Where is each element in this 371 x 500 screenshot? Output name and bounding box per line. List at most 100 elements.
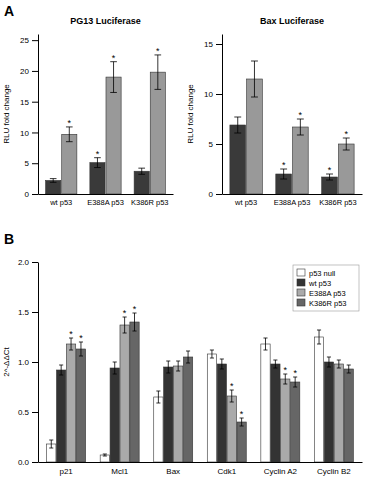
y-tick-label: 1.0	[18, 358, 30, 367]
y-tick-label: 15	[204, 40, 213, 49]
error-bar	[210, 350, 214, 358]
y-tick-label: 0.0	[18, 458, 30, 467]
x-axis-line	[39, 194, 174, 195]
bar	[150, 72, 165, 194]
y-tick-label: 0.5	[18, 408, 30, 417]
chart-panel: 0.00.51.01.52.0p21Mcl1BaxCdk1Cyclin A2Cy…	[2, 231, 363, 476]
y-axis-line	[222, 35, 223, 195]
significance-star: *	[240, 409, 244, 419]
error-bar	[327, 357, 331, 367]
y-tick: 0.5	[18, 408, 38, 417]
bar-series	[247, 61, 355, 194]
y-tick-mark	[32, 163, 38, 164]
x-axis-line	[39, 462, 363, 463]
chart-title: PG13 Luciferase	[70, 16, 141, 26]
y-tick-mark	[32, 312, 38, 313]
plot-area	[46, 55, 166, 194]
y-tick-label: 2.0	[18, 258, 30, 267]
y-axis: 0510152025	[20, 35, 38, 200]
x-tick-label: Cyclin B2	[317, 467, 351, 476]
y-tick-mark	[32, 362, 38, 363]
error-bar	[280, 169, 287, 179]
bar	[271, 364, 280, 462]
legend: p53 nullwt p53E388A p53K386R p53	[293, 265, 359, 311]
error-bar	[283, 374, 287, 384]
y-tick-label: 0	[209, 190, 214, 199]
error-bar	[240, 418, 244, 426]
error-bar	[123, 317, 127, 333]
y-tick: 20	[20, 67, 38, 76]
significance-marks: ****	[282, 110, 349, 175]
x-tick-label: wt p53	[49, 198, 72, 207]
significance-star: *	[133, 304, 137, 314]
error-bar	[347, 365, 351, 373]
significance-star: *	[68, 118, 72, 128]
y-tick-label: 10	[204, 90, 213, 99]
y-axis: 0 5 10 15	[204, 35, 222, 200]
y-tick: 5	[25, 159, 38, 168]
error-bar	[263, 338, 267, 350]
error-bar	[69, 338, 73, 350]
y-axis-title: 2^-ΔΔCt	[2, 346, 11, 376]
y-tick: 0	[209, 190, 222, 199]
x-tick: Cyclin B2	[317, 467, 351, 476]
error-bar	[273, 360, 277, 368]
error-bar	[220, 359, 224, 369]
bar	[230, 125, 246, 194]
x-tick: K386R p53	[131, 198, 169, 207]
legend-label: p53 null	[309, 269, 336, 278]
error-bar	[166, 361, 170, 373]
error-bar	[79, 342, 83, 356]
error-bar	[343, 138, 350, 150]
x-tick-label: wt p53	[234, 198, 257, 207]
x-tick-label: K386R p53	[319, 198, 357, 207]
bar	[110, 368, 119, 462]
legend-entry: wt p53	[297, 279, 331, 288]
x-tick: Cdk1	[217, 467, 236, 476]
significance-marks: ****	[68, 46, 161, 159]
y-tick-label: 25	[20, 36, 29, 45]
x-tick: Mcl1	[111, 467, 128, 476]
bar	[207, 354, 216, 462]
legend-label: E388A p53	[309, 289, 346, 298]
y-tick-mark	[32, 132, 38, 133]
bar	[217, 364, 226, 462]
error-bar	[176, 361, 180, 371]
bar-series	[62, 55, 166, 194]
error-bar	[66, 127, 73, 142]
y-tick: 10	[204, 90, 222, 99]
bar	[334, 364, 343, 462]
error-bar	[49, 440, 53, 448]
significance-star: *	[328, 165, 332, 175]
x-tick-label: p21	[59, 467, 73, 476]
error-bar	[293, 377, 297, 387]
bar	[314, 337, 323, 462]
bar	[154, 397, 163, 462]
bar	[130, 322, 139, 462]
bar	[338, 144, 354, 194]
bar	[62, 134, 77, 194]
bar-series	[66, 317, 343, 462]
chart-panel: 0510152025wt p53E388A p53K386R p53****PG…	[2, 3, 174, 207]
y-tick-mark	[216, 94, 222, 95]
error-bar	[113, 362, 117, 374]
y-axis-line	[38, 263, 39, 463]
legend-entry: p53 null	[297, 269, 336, 278]
y-tick-label: 5	[209, 140, 214, 149]
error-bar	[230, 390, 234, 402]
x-tick: K386R p53	[319, 198, 357, 207]
y-axis-title: RLU fold change	[186, 84, 195, 144]
y-tick-label: 5	[25, 159, 30, 168]
bar-series	[47, 330, 324, 462]
significance-star: *	[69, 329, 73, 339]
x-tick-label: Cdk1	[217, 467, 236, 476]
legend-swatch	[297, 299, 305, 306]
error-bar	[234, 117, 241, 133]
bar	[183, 357, 192, 462]
error-bar	[138, 168, 145, 174]
bar	[324, 362, 333, 462]
x-tick-label: E388A p53	[87, 198, 124, 207]
y-tick-mark	[32, 412, 38, 413]
y-tick: 10	[20, 129, 38, 138]
significance-star: *	[293, 368, 297, 378]
